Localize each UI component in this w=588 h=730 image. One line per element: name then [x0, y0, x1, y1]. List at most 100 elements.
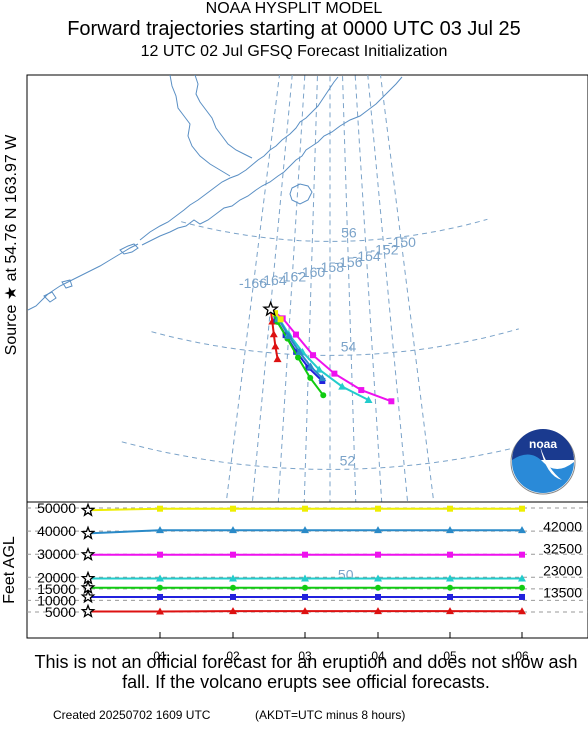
- longitude-line: [251, 75, 293, 502]
- height-point: [518, 526, 526, 534]
- height-point: [374, 607, 382, 615]
- longitude-line: [303, 75, 318, 502]
- x-tick-label: 06: [515, 649, 529, 663]
- height-point: [447, 584, 453, 591]
- trajectory-point: [269, 330, 278, 338]
- latitude-line: [181, 218, 488, 242]
- trajectory-point: [331, 370, 338, 377]
- height-point: [229, 607, 237, 615]
- height-start-star: [80, 502, 96, 517]
- longitude-line: [277, 75, 306, 502]
- height-point: [302, 584, 308, 591]
- alaska-mainland-north: [194, 75, 253, 159]
- longitude-label: -156: [334, 254, 362, 270]
- height-point: [447, 551, 453, 558]
- map-labels: -166-164-162-160-158-156-154-152-150 56 54…: [239, 224, 416, 582]
- chart-title: Forward trajectories starting at 0000 UT…: [67, 18, 521, 40]
- height-point: [375, 505, 381, 512]
- height-point: [156, 574, 164, 582]
- height-point: [447, 593, 453, 600]
- latitude-label: 52: [340, 452, 356, 468]
- trajectory-lines: [262, 300, 395, 405]
- longitude-label: -158: [316, 259, 344, 275]
- height-point: [229, 574, 237, 582]
- source-location-label: Source ★ at 54.76 N 163.97 W: [3, 134, 20, 356]
- x-tick-label: 03: [298, 649, 312, 663]
- height-point: [230, 584, 236, 591]
- trajectory-point: [315, 365, 324, 373]
- height-start-star: [80, 589, 96, 604]
- height-point: [375, 551, 381, 558]
- trajectory-point: [295, 354, 302, 361]
- longitude-label: -164: [259, 272, 287, 288]
- height-series: [80, 502, 526, 618]
- height-point: [375, 584, 381, 591]
- trajectory-point: [307, 374, 314, 381]
- height-start-star: [80, 546, 96, 561]
- trajectory-point: [306, 362, 315, 370]
- latitude-label: 50: [338, 566, 354, 582]
- right-height-label: 42000: [543, 519, 582, 535]
- y-tick-label: 15000: [37, 581, 76, 597]
- height-point: [156, 607, 164, 615]
- x-tick-label: 02: [226, 649, 240, 663]
- x-tick-label: 04: [371, 649, 385, 663]
- y-tick-label: 30000: [37, 546, 76, 562]
- longitude-label: -166: [239, 275, 267, 291]
- height-point: [446, 607, 454, 615]
- longitude-label: -152: [370, 241, 398, 257]
- latitude-label: 56: [341, 224, 357, 240]
- trajectory-point: [318, 374, 327, 382]
- coastline: [27, 75, 403, 311]
- trajectory-point: [388, 398, 395, 405]
- height-point: [446, 574, 454, 582]
- height-point: [519, 505, 525, 512]
- right-height-label: 23000: [543, 562, 582, 578]
- y-axis-label: Feet AGL: [1, 536, 18, 604]
- created-timestamp: Created 20250702 1609 UTC: [53, 708, 211, 722]
- height-point: [301, 607, 309, 615]
- height-point: [375, 593, 381, 600]
- noaa-logo: noaa: [510, 429, 576, 495]
- y-tick-label: 40000: [37, 523, 76, 539]
- island-group-west: [43, 279, 73, 303]
- height-point: [519, 593, 525, 600]
- height-point: [230, 593, 236, 600]
- trajectory-point: [320, 392, 327, 399]
- map-graticule: [121, 75, 551, 502]
- longitude-line: [354, 75, 383, 502]
- map-frame: [26, 74, 588, 503]
- height-point: [230, 505, 236, 512]
- trajectory-point: [277, 316, 284, 323]
- height-point: [157, 505, 163, 512]
- timezone-note: (AKDT=UTC minus 8 hours): [255, 708, 406, 722]
- height-point: [229, 526, 237, 534]
- y-tick-label: 50000: [37, 500, 76, 516]
- height-point: [302, 551, 308, 558]
- height-point: [447, 505, 453, 512]
- bristol-bay-coast: [169, 75, 231, 177]
- longitude-label: -162: [278, 268, 306, 284]
- unimak-island: [119, 243, 139, 255]
- height-point: [157, 584, 163, 591]
- height-point: [156, 526, 164, 534]
- height-panel-frame: [26, 501, 588, 639]
- height-point: [519, 584, 525, 591]
- trajectory-point: [292, 331, 299, 338]
- height-point: [374, 526, 382, 534]
- x-tick-label: 05: [443, 649, 457, 663]
- trajectory-point: [273, 355, 282, 363]
- longitude-line: [367, 75, 409, 502]
- trajectory-point: [284, 331, 293, 339]
- longitude-label: -160: [297, 264, 325, 280]
- forecast-initialization: 12 UTC 02 Jul GFSQ Forecast Initializati…: [140, 43, 448, 60]
- height-point: [519, 551, 525, 558]
- trajectory-point: [358, 387, 365, 394]
- height-point: [301, 574, 309, 582]
- model-title: NOAA HYSPLIT MODEL: [205, 0, 383, 17]
- height-point: [302, 505, 308, 512]
- latitude-line: [121, 438, 551, 470]
- x-tick-label: 01: [153, 649, 167, 663]
